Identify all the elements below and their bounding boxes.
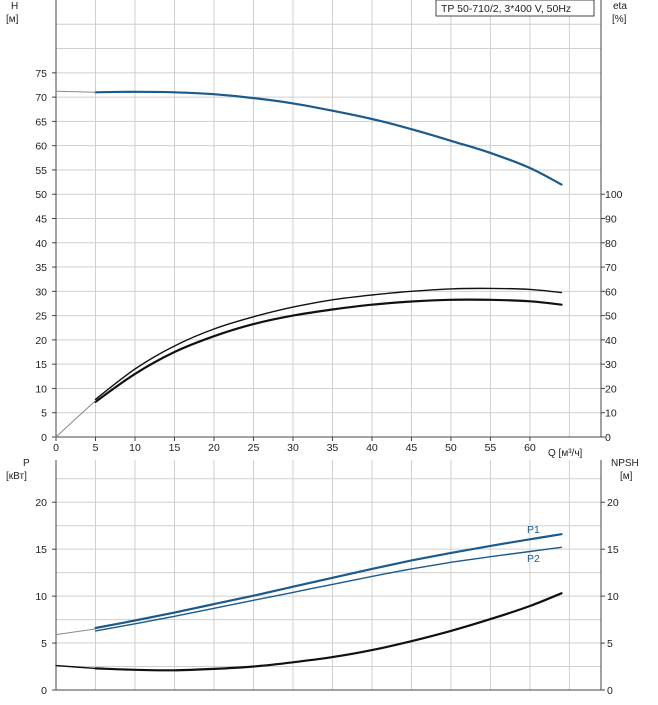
x-tick-label: 55 [485,442,497,454]
series-label-p1: P1 [527,524,540,536]
head-tick-label: 40 [35,238,47,250]
npsh-tick-label: 15 [607,544,619,556]
x-tick-label: 20 [208,442,220,454]
eta-axis-title-unit: [%] [612,14,627,25]
eta-tick-label: 70 [605,262,617,274]
head-tick-label: 20 [35,335,47,347]
eta-tick-label: 100 [605,189,623,201]
x-tick-label: 60 [524,442,536,454]
p-extension-curve [55,628,96,636]
curve-layer [55,90,563,672]
eta-tick-label: 90 [605,214,617,226]
eta-tick-label: 20 [605,383,617,395]
grid-layer [56,0,601,690]
eta-tick-label: 0 [605,432,611,444]
p1-curve [94,533,563,630]
eta-extension-curve [55,400,96,438]
x-tick-label: 10 [129,442,141,454]
power-tick-label: 15 [35,544,47,556]
power-axis-title-symbol: P [23,458,30,469]
npsh-tick-label: 10 [607,591,619,603]
x-tick-label: 40 [366,442,378,454]
head-axis-title-symbol: H [11,1,18,12]
eta-tick-label: 50 [605,311,617,323]
power-tick-label: 10 [35,591,47,603]
head-tick-label: 45 [35,214,47,226]
eta-tick-label: 30 [605,359,617,371]
power-tick-label: 0 [41,685,47,697]
eta-tick-label: 10 [605,408,617,420]
npsh-curve [94,592,563,672]
frame-layer [52,0,605,691]
head-tick-label: 10 [35,383,47,395]
x-tick-label: 45 [406,442,418,454]
eta-tick-label: 40 [605,335,617,347]
head-curve [94,90,563,186]
x-tick-label: 0 [53,442,59,454]
npsh-tick-label: 5 [607,638,613,650]
x-tick-label: 5 [93,442,99,454]
x-tick-label: 35 [327,442,339,454]
head-tick-label: 75 [35,68,47,80]
npsh-axis-title-symbol: NPSH [611,458,639,469]
head-axis-title-unit: [м] [6,14,19,25]
x-tick-label: 15 [169,442,181,454]
power-tick-label: 5 [41,638,47,650]
head-tick-label: 30 [35,286,47,298]
head-tick-label: 0 [41,432,47,444]
eta-tick-label: 60 [605,286,617,298]
x-tick-label: 30 [287,442,299,454]
chart-title: TP 50-710/2, 3*400 V, 50Hz [441,3,571,15]
flow-axis-title: Q [м³/ч] [548,448,583,459]
x-tick-label: 50 [445,442,457,454]
head-tick-label: 25 [35,311,47,323]
npsh-axis-title-unit: [м] [620,471,633,482]
head-tick-label: 65 [35,116,47,128]
head-tick-label: 35 [35,262,47,274]
title-box: TP 50-710/2, 3*400 V, 50Hz [435,0,595,17]
head-tick-label: 5 [41,408,47,420]
npsh-tick-label: 20 [607,497,619,509]
head-extension-curve [55,90,96,93]
head-tick-label: 15 [35,359,47,371]
eta-tick-label: 80 [605,238,617,250]
x-tick-label: 25 [248,442,260,454]
series-label-p2: P2 [527,553,540,565]
head-tick-label: 55 [35,165,47,177]
eta-axis-title-symbol: eta [613,1,627,12]
eta-inner-curve [94,298,563,403]
head-tick-label: 50 [35,189,47,201]
npsh-extension-curve [55,664,97,670]
eta-outer-curve [94,287,563,401]
power-tick-label: 20 [35,497,47,509]
head-tick-label: 60 [35,141,47,153]
npsh-tick-label: 0 [607,685,613,697]
head-tick-label: 70 [35,92,47,104]
power-axis-title-unit: [кВт] [6,471,27,482]
p2-curve [94,546,563,632]
label-layer: 0 5 10 15 20 25 30 35 40 45 50 55 600510152025303540… [35,68,622,697]
